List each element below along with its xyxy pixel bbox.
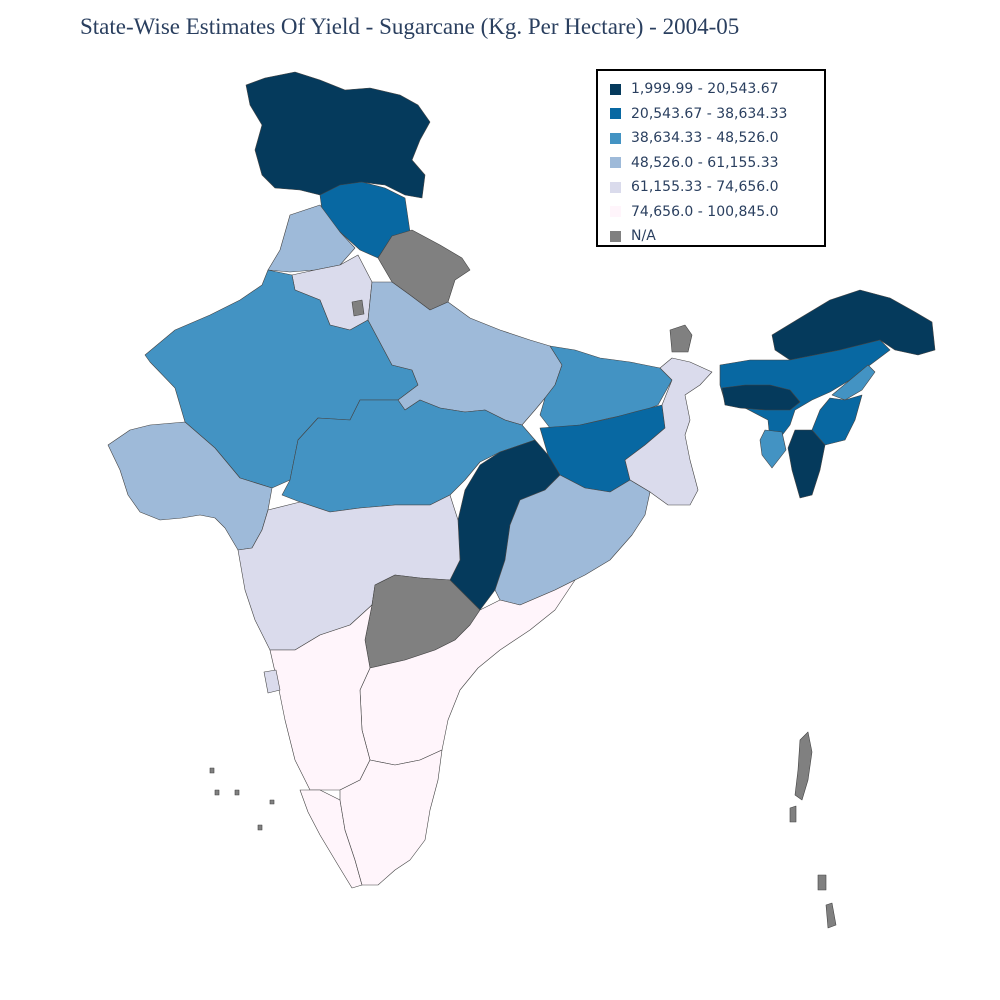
map-title: State-Wise Estimates Of Yield - Sugarcan… bbox=[80, 14, 740, 39]
legend-item[interactable]: 38,634.33 - 48,526.0 bbox=[610, 126, 824, 151]
legend-label: N/A bbox=[631, 228, 656, 245]
legend-swatch bbox=[610, 230, 621, 242]
state-tripura[interactable] bbox=[759, 429, 787, 469]
legend-label: 48,526.0 - 61,155.33 bbox=[631, 154, 779, 171]
state-nagaland[interactable] bbox=[831, 364, 876, 401]
legend-swatch bbox=[610, 83, 621, 95]
state-manipur[interactable] bbox=[811, 394, 863, 446]
legend-label: 74,656.0 - 100,845.0 bbox=[631, 203, 779, 220]
legend: 1,999.99 - 20,543.67 20,543.67 - 38,634.… bbox=[596, 69, 826, 247]
territory-andaman-nicobar[interactable] bbox=[789, 731, 837, 929]
state-karnataka[interactable] bbox=[269, 604, 373, 791]
state-west-bengal[interactable] bbox=[624, 357, 713, 506]
state-mizoram[interactable] bbox=[787, 429, 826, 499]
map-regions bbox=[107, 71, 936, 929]
legend-item[interactable]: 74,656.0 - 100,845.0 bbox=[610, 200, 824, 225]
legend-swatch bbox=[610, 181, 621, 193]
state-jammu-kashmir[interactable] bbox=[245, 71, 431, 199]
legend-item[interactable]: 20,543.67 - 38,634.33 bbox=[610, 102, 824, 127]
state-goa[interactable] bbox=[263, 669, 281, 694]
state-meghalaya[interactable] bbox=[721, 384, 801, 411]
state-tamil-nadu[interactable] bbox=[339, 749, 443, 886]
legend-item[interactable]: 61,155.33 - 74,656.0 bbox=[610, 175, 824, 200]
legend-label: 20,543.67 - 38,634.33 bbox=[631, 105, 788, 122]
legend-label: 38,634.33 - 48,526.0 bbox=[631, 130, 779, 147]
territory-lakshadweep[interactable] bbox=[209, 767, 275, 831]
legend-label: 1,999.99 - 20,543.67 bbox=[631, 81, 779, 98]
legend-swatch bbox=[610, 108, 621, 120]
legend-item[interactable]: 1,999.99 - 20,543.67 bbox=[610, 77, 824, 102]
legend-swatch bbox=[610, 132, 621, 144]
state-assam[interactable] bbox=[719, 339, 891, 441]
legend-swatch bbox=[610, 206, 621, 218]
state-delhi[interactable] bbox=[351, 299, 365, 317]
state-uttar-pradesh[interactable] bbox=[367, 281, 563, 426]
legend-label: 61,155.33 - 74,656.0 bbox=[631, 179, 779, 196]
state-sikkim[interactable] bbox=[669, 324, 693, 353]
legend-swatch bbox=[610, 157, 621, 169]
legend-item[interactable]: N/A bbox=[610, 224, 824, 249]
legend-item[interactable]: 48,526.0 - 61,155.33 bbox=[610, 151, 824, 176]
